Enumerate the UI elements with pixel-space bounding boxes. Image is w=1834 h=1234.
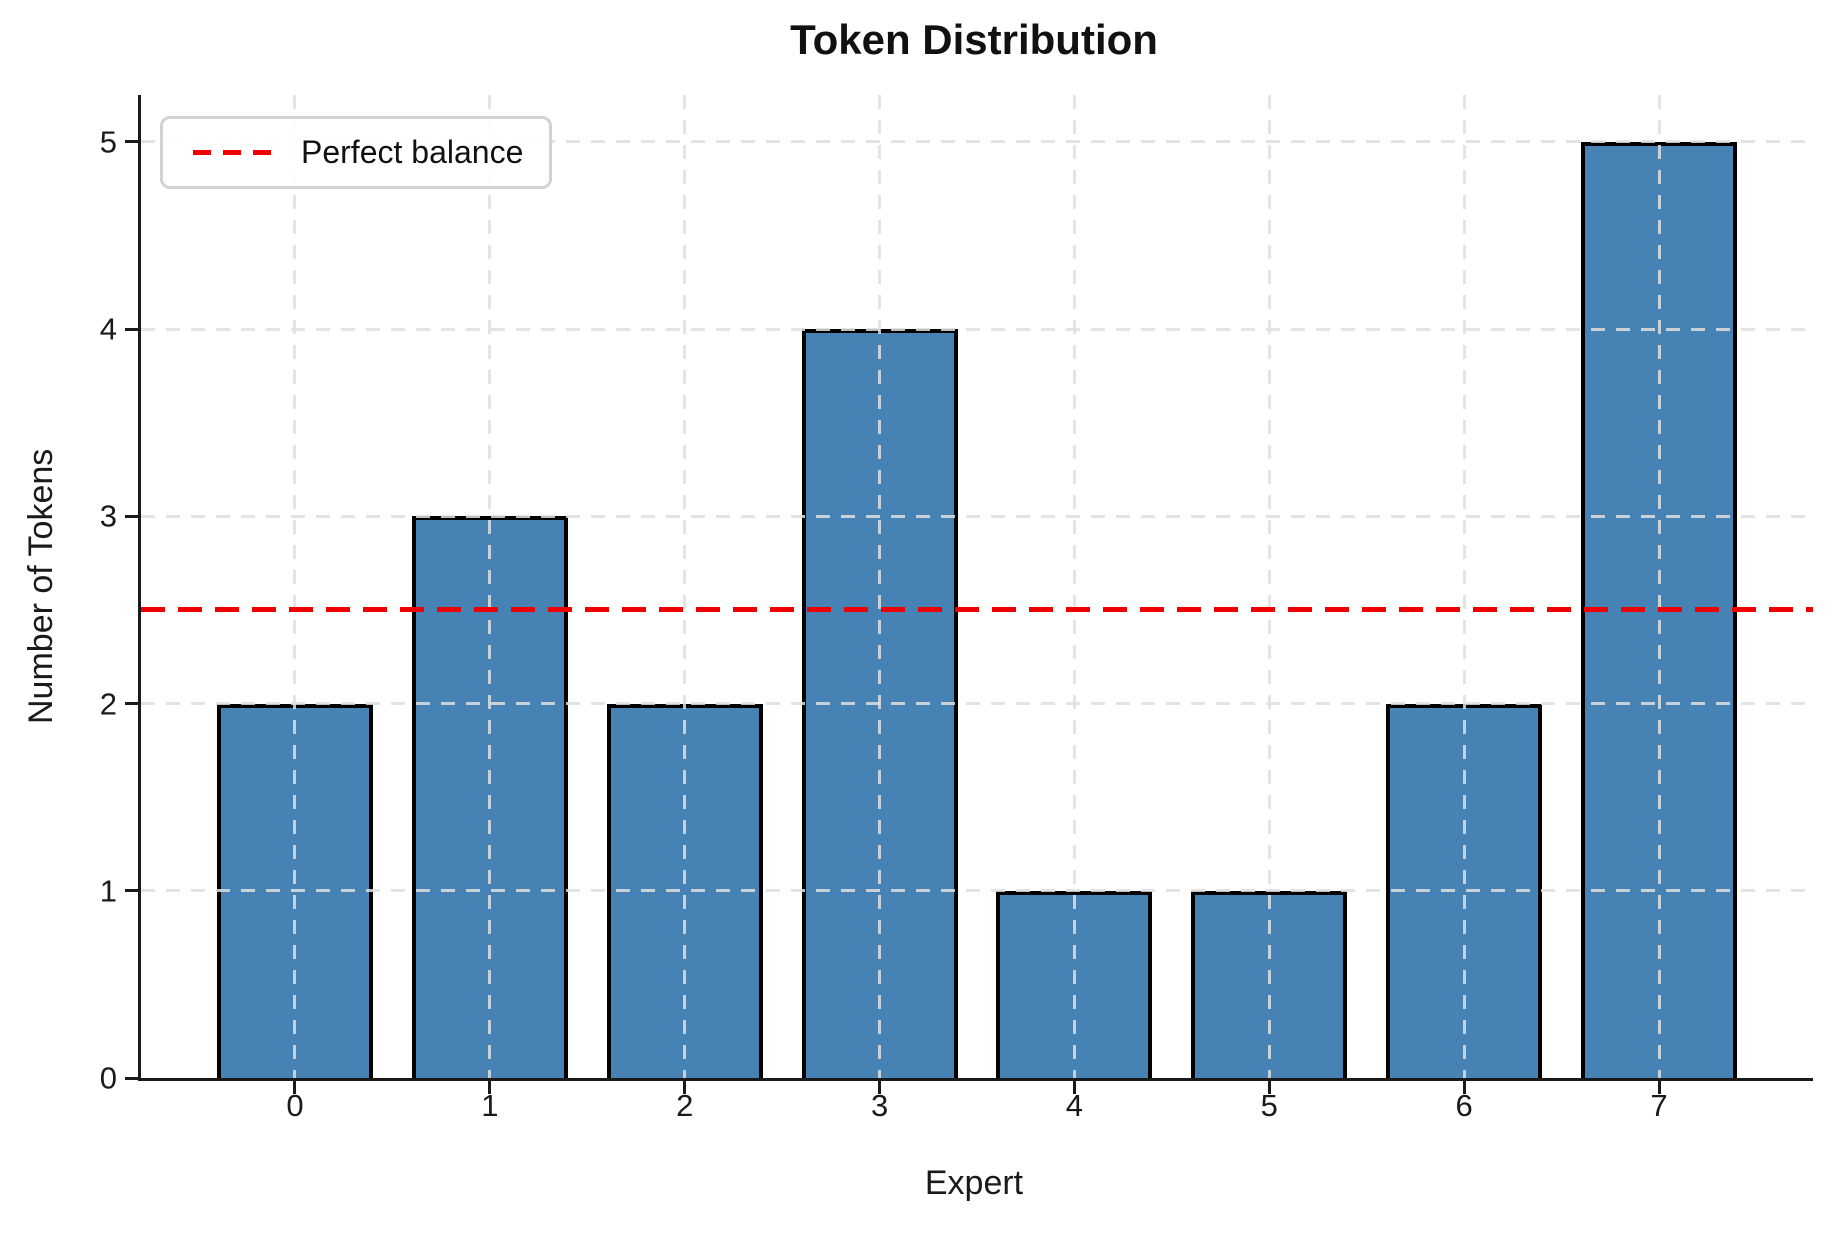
y-tick-mark xyxy=(125,514,138,518)
y-tick-mark xyxy=(125,702,138,706)
y-tick-mark xyxy=(125,1076,138,1080)
y-tick-label: 3 xyxy=(99,498,117,534)
y-tick-label: 2 xyxy=(99,686,117,722)
x-tick-label: 2 xyxy=(676,1088,694,1123)
y-tick-mark xyxy=(125,327,138,331)
x-tick-label: 5 xyxy=(1260,1088,1278,1123)
plot-area: 0 1 2 3 4 5 6 7 0 1 2 3 4 5 Perfect balance xyxy=(100,95,1813,1121)
x-tick-mark xyxy=(1267,1081,1271,1094)
x-tick-label: 6 xyxy=(1455,1088,1473,1123)
y-tick-mark xyxy=(125,889,138,893)
legend-label: Perfect balance xyxy=(301,134,524,170)
x-tick-mark xyxy=(1462,1081,1466,1094)
x-tick-mark xyxy=(293,1081,297,1094)
x-tick-mark xyxy=(683,1081,687,1094)
chart-title: Token Distribution xyxy=(790,16,1158,63)
x-tick-label: 4 xyxy=(1065,1088,1084,1123)
x-tick-label: 7 xyxy=(1650,1088,1668,1123)
x-tick-label: 1 xyxy=(481,1088,499,1123)
y-tick-label: 0 xyxy=(99,1060,117,1096)
x-tick-label: 0 xyxy=(286,1088,304,1123)
x-tick-mark xyxy=(488,1081,492,1094)
legend: Perfect balance xyxy=(160,116,553,190)
x-tick-mark xyxy=(878,1081,882,1094)
y-tick-mark xyxy=(125,140,138,144)
ticks-layer: 0 1 2 3 4 5 6 7 0 1 2 3 4 5 xyxy=(100,95,1813,1121)
perfect-balance-line xyxy=(141,607,1813,613)
y-axis-label: Number of Tokens xyxy=(22,448,60,725)
y-tick-label: 1 xyxy=(99,873,117,909)
x-axis-label: Expert xyxy=(924,1164,1024,1202)
x-tick-label: 3 xyxy=(870,1088,889,1123)
x-tick-mark xyxy=(1657,1081,1661,1094)
x-tick-mark xyxy=(1072,1081,1076,1094)
y-tick-label: 4 xyxy=(99,311,117,347)
red-dashed-line-icon xyxy=(193,150,271,156)
y-tick-label: 5 xyxy=(99,124,117,160)
